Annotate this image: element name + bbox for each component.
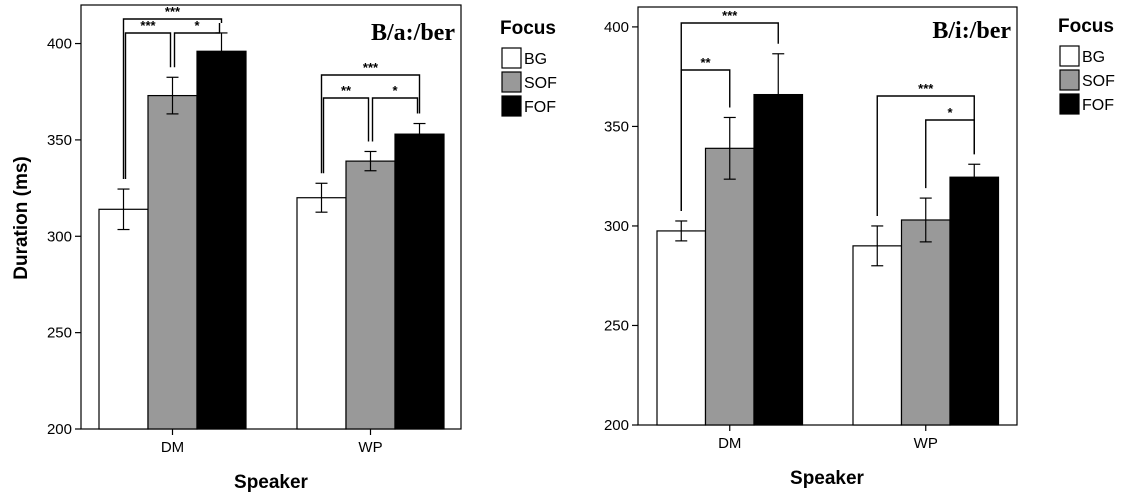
legend-label-fof: FOF	[524, 99, 556, 116]
bar-fof-dm	[196, 50, 247, 430]
bar-bg-dm	[98, 208, 149, 430]
bar-sof-dm	[147, 94, 198, 430]
bar-bg-dm	[656, 230, 707, 426]
bar-fof-wp	[394, 133, 445, 430]
significance-label: *	[392, 83, 398, 98]
legend-swatch-fof	[1059, 93, 1080, 115]
panel-title: B/a:/ber	[371, 20, 455, 46]
legend-label-sof: SOF	[1082, 73, 1115, 90]
significance-label: ***	[363, 60, 379, 75]
bracket-line	[122, 18, 223, 180]
y-tick-label: 250	[604, 317, 629, 334]
legend-label-bg: BG	[1082, 49, 1105, 66]
bracket-line	[371, 97, 419, 142]
bar-bg-wp	[852, 245, 903, 426]
significance-label: ***	[722, 8, 738, 23]
legend-title: Focus	[500, 18, 556, 39]
significance-label: *	[947, 105, 953, 120]
significance-label: **	[700, 55, 711, 70]
bar-fof-dm	[753, 93, 804, 426]
y-tick-label: 200	[604, 417, 629, 434]
y-tick-label: 400	[47, 36, 72, 53]
legend-swatch-sof	[1059, 69, 1080, 91]
y-tick-label: 250	[47, 325, 72, 342]
x-axis-title: Speaker	[790, 468, 865, 489]
significance-label: *	[194, 18, 200, 33]
y-tick-label: 400	[604, 19, 629, 36]
y-tick-label: 200	[47, 421, 72, 438]
bracket-line	[680, 22, 779, 211]
significance-bracket: ***	[680, 8, 779, 211]
bar-sof-dm	[704, 147, 755, 426]
x-tick-label: WP	[358, 439, 382, 456]
y-tick-label: 300	[604, 218, 629, 235]
bar-fof-wp	[949, 176, 1000, 426]
bracket-line	[322, 97, 370, 174]
legend-swatch-bg	[501, 47, 522, 69]
bar-bg-wp	[296, 197, 347, 430]
significance-bracket: ***	[122, 4, 223, 180]
significance-bracket: *	[173, 18, 221, 68]
legend-label-bg: BG	[524, 51, 547, 68]
bracket-line	[320, 74, 421, 174]
legend-label-sof: SOF	[524, 75, 557, 92]
legend-swatch-bg	[1059, 45, 1080, 67]
significance-bracket: ***	[876, 81, 975, 216]
significance-label: ***	[140, 18, 156, 33]
bar-sof-wp	[345, 160, 396, 430]
legend: Focus BG SOF FOF	[1058, 16, 1115, 115]
legend: Focus BG SOF FOF	[500, 18, 557, 117]
bracket-line	[173, 22, 221, 68]
significance-bracket: *	[371, 83, 419, 142]
significance-label: ***	[165, 4, 181, 19]
x-tick-label: DM	[161, 439, 184, 456]
bracket-line	[124, 32, 172, 180]
x-tick-label: WP	[914, 435, 938, 452]
y-tick-label: 350	[604, 118, 629, 135]
y-axis-title: Duration (ms)	[11, 156, 32, 280]
panel-title: B/i:/ber	[932, 18, 1011, 44]
significance-label: **	[341, 83, 352, 98]
legend-title: Focus	[1058, 16, 1114, 37]
significance-bracket: ***	[320, 60, 421, 174]
legend-label-fof: FOF	[1082, 97, 1114, 114]
y-tick-label: 300	[47, 228, 72, 245]
x-axis-title: Speaker	[234, 472, 309, 493]
bar-sof-wp	[900, 219, 951, 426]
bracket-line	[876, 95, 975, 216]
x-tick-label: DM	[718, 435, 741, 452]
legend-swatch-fof	[501, 95, 522, 117]
significance-label: ***	[918, 81, 934, 96]
significance-bracket: ***	[124, 18, 172, 180]
y-tick-label: 350	[47, 132, 72, 149]
legend-swatch-sof	[501, 71, 522, 93]
significance-bracket: **	[322, 83, 370, 174]
